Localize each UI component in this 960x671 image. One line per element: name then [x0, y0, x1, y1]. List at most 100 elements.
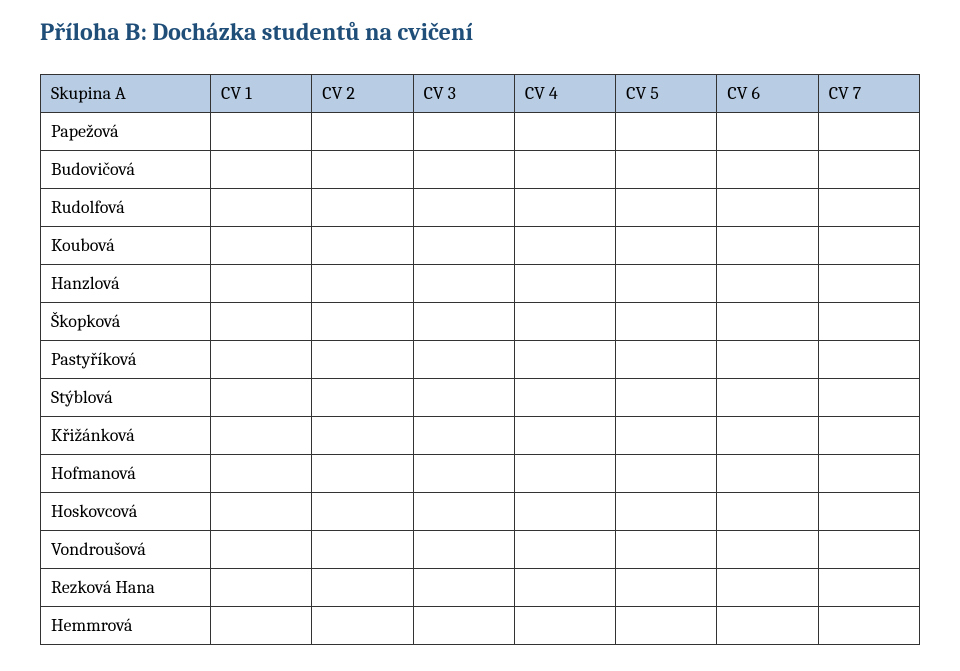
attendance-cell — [616, 531, 717, 569]
attendance-cell — [211, 531, 312, 569]
attendance-cell — [717, 303, 818, 341]
attendance-cell — [211, 379, 312, 417]
column-header: CV 2 — [312, 75, 413, 113]
attendance-cell — [312, 379, 413, 417]
attendance-cell — [211, 493, 312, 531]
attendance-cell — [717, 151, 818, 189]
attendance-cell — [717, 607, 818, 645]
table-row: Škopková — [41, 303, 920, 341]
attendance-cell — [616, 265, 717, 303]
column-header: CV 5 — [616, 75, 717, 113]
attendance-cell — [413, 379, 514, 417]
attendance-cell — [514, 493, 615, 531]
attendance-cell — [717, 417, 818, 455]
attendance-cell — [616, 455, 717, 493]
attendance-cell — [514, 341, 615, 379]
attendance-cell — [211, 455, 312, 493]
attendance-cell — [413, 569, 514, 607]
attendance-cell — [616, 303, 717, 341]
student-name-cell: Rudolfová — [41, 189, 211, 227]
attendance-cell — [413, 417, 514, 455]
attendance-cell — [514, 189, 615, 227]
attendance-cell — [413, 341, 514, 379]
column-header: CV 4 — [514, 75, 615, 113]
student-name-cell: Hanzlová — [41, 265, 211, 303]
attendance-cell — [818, 341, 919, 379]
attendance-cell — [717, 455, 818, 493]
attendance-cell — [312, 265, 413, 303]
student-name-cell: Stýblová — [41, 379, 211, 417]
student-name-cell: Vondroušová — [41, 531, 211, 569]
attendance-cell — [818, 417, 919, 455]
attendance-cell — [818, 531, 919, 569]
student-name-cell: Hofmanová — [41, 455, 211, 493]
attendance-cell — [413, 113, 514, 151]
attendance-cell — [818, 569, 919, 607]
attendance-cell — [413, 189, 514, 227]
attendance-cell — [312, 417, 413, 455]
attendance-cell — [717, 531, 818, 569]
attendance-cell — [211, 569, 312, 607]
attendance-cell — [312, 493, 413, 531]
attendance-cell — [616, 189, 717, 227]
attendance-cell — [616, 379, 717, 417]
table-row: Vondroušová — [41, 531, 920, 569]
attendance-cell — [312, 607, 413, 645]
attendance-cell — [514, 151, 615, 189]
attendance-cell — [717, 341, 818, 379]
student-name-cell: Křižánková — [41, 417, 211, 455]
table-row: Stýblová — [41, 379, 920, 417]
attendance-cell — [818, 265, 919, 303]
table-row: Hanzlová — [41, 265, 920, 303]
attendance-cell — [514, 417, 615, 455]
student-name-cell: Škopková — [41, 303, 211, 341]
column-header: CV 7 — [818, 75, 919, 113]
attendance-cell — [312, 113, 413, 151]
attendance-cell — [211, 607, 312, 645]
attendance-cell — [818, 607, 919, 645]
attendance-cell — [413, 531, 514, 569]
attendance-cell — [211, 113, 312, 151]
attendance-cell — [312, 569, 413, 607]
attendance-cell — [818, 455, 919, 493]
attendance-cell — [818, 189, 919, 227]
table-row: Pastyříková — [41, 341, 920, 379]
attendance-cell — [717, 569, 818, 607]
page-title: Příloha B: Docházka studentů na cvičení — [40, 18, 920, 46]
attendance-cell — [717, 265, 818, 303]
table-body: PapežováBudovičováRudolfováKoubováHanzlo… — [41, 113, 920, 645]
student-name-cell: Hemmrová — [41, 607, 211, 645]
attendance-cell — [717, 227, 818, 265]
attendance-cell — [818, 151, 919, 189]
attendance-cell — [717, 113, 818, 151]
attendance-cell — [413, 493, 514, 531]
student-name-cell: Rezková Hana — [41, 569, 211, 607]
attendance-cell — [514, 113, 615, 151]
attendance-cell — [717, 379, 818, 417]
attendance-cell — [211, 151, 312, 189]
column-header: CV 1 — [211, 75, 312, 113]
attendance-cell — [211, 265, 312, 303]
attendance-cell — [413, 607, 514, 645]
student-name-cell: Papežová — [41, 113, 211, 151]
table-row: Křižánková — [41, 417, 920, 455]
attendance-cell — [717, 493, 818, 531]
table-header-row: Skupina A CV 1 CV 2 CV 3 CV 4 CV 5 CV 6 … — [41, 75, 920, 113]
attendance-cell — [312, 189, 413, 227]
student-name-cell: Hoskovcová — [41, 493, 211, 531]
column-header: CV 6 — [717, 75, 818, 113]
attendance-cell — [514, 265, 615, 303]
attendance-cell — [616, 569, 717, 607]
attendance-cell — [514, 227, 615, 265]
student-name-cell: Budovičová — [41, 151, 211, 189]
attendance-cell — [514, 455, 615, 493]
attendance-cell — [514, 379, 615, 417]
attendance-cell — [717, 189, 818, 227]
attendance-cell — [211, 189, 312, 227]
table-row: Hofmanová — [41, 455, 920, 493]
attendance-cell — [211, 341, 312, 379]
attendance-cell — [312, 227, 413, 265]
table-row: Hoskovcová — [41, 493, 920, 531]
attendance-cell — [413, 151, 514, 189]
attendance-cell — [818, 379, 919, 417]
